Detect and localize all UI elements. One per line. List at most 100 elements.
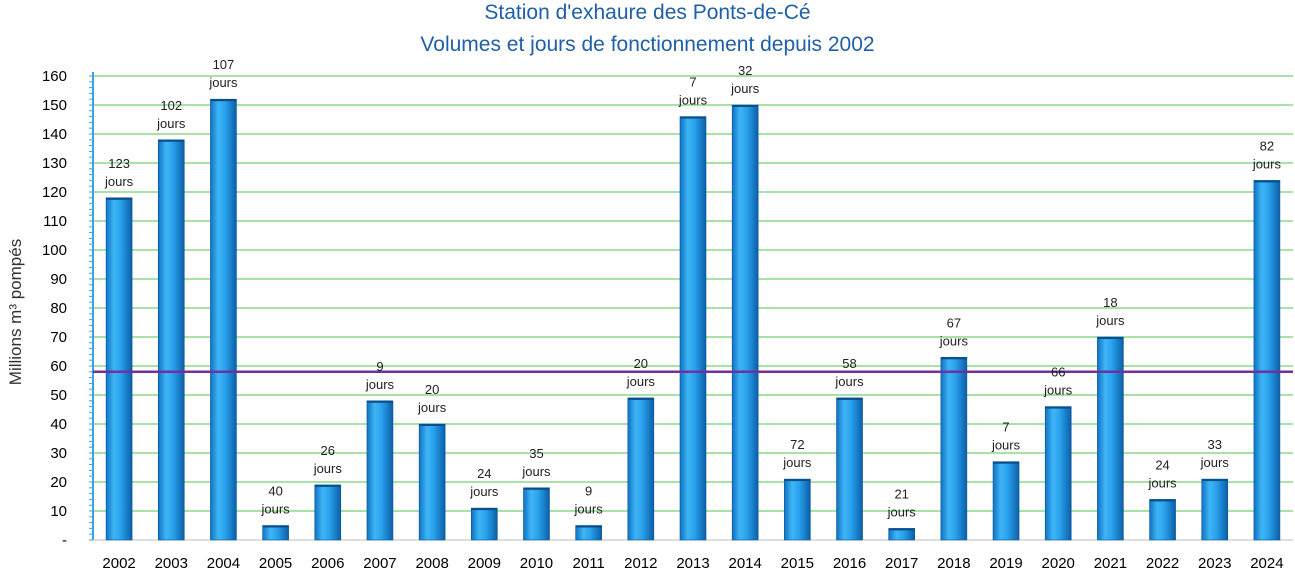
bar-top-edge: [680, 116, 706, 119]
bar-top-edge: [106, 197, 133, 200]
data-label-unit: jours: [1252, 156, 1282, 171]
x-tick-label: 2007: [363, 555, 396, 569]
x-tick-label: 2014: [728, 555, 761, 569]
x-tick-label: 2008: [415, 555, 448, 569]
data-label-unit: jours: [730, 81, 760, 96]
bar: [105, 197, 133, 541]
data-label-unit: jours: [261, 502, 291, 517]
data-label-days: 7: [689, 75, 696, 90]
x-tick-label: 2017: [885, 555, 918, 569]
bar: [940, 356, 968, 541]
data-label-days: 58: [842, 356, 856, 371]
y-tick-label: 140: [42, 126, 67, 143]
data-label-unit: jours: [834, 374, 864, 389]
bar-top-edge: [888, 528, 915, 531]
data-label-unit: jours: [1147, 475, 1177, 490]
data-label-days: 24: [1155, 457, 1169, 472]
bar-top-edge: [993, 461, 1020, 464]
data-label-unit: jours: [104, 174, 134, 189]
data-label-days: 82: [1260, 138, 1274, 153]
data-label-days: 24: [477, 466, 491, 481]
data-label-days: 20: [634, 356, 648, 371]
x-tick-label: 2003: [155, 555, 188, 569]
bar: [1097, 336, 1124, 541]
bar: [1253, 180, 1281, 541]
x-tick-label: 2005: [259, 555, 292, 569]
bar-top-edge: [836, 397, 863, 400]
data-label-days: 9: [585, 484, 592, 499]
data-label-unit: jours: [1043, 383, 1073, 398]
data-label-unit: jours: [156, 116, 186, 131]
data-labels: 2002 123 jours 2003 102 jours 2004 107 jours 2005…: [102, 57, 1283, 569]
bar: [731, 104, 759, 541]
y-tick-label: 100: [42, 242, 67, 259]
data-label-unit: jours: [939, 333, 969, 348]
x-tick-label: 2024: [1250, 555, 1283, 569]
data-label-days: 21: [894, 486, 908, 501]
x-tick-label: 2011: [573, 555, 605, 569]
data-label-unit: jours: [313, 461, 343, 476]
data-label-unit: jours: [208, 75, 238, 90]
data-label-unit: jours: [521, 464, 551, 479]
data-label-days: 72: [790, 437, 804, 452]
data-label-days: 26: [321, 443, 335, 458]
x-tick-label: 2013: [676, 555, 709, 569]
x-tick-label: 2006: [311, 555, 344, 569]
chart-title: Station d'exhaure des Ponts-de-Cé: [484, 1, 811, 24]
bar: [1201, 478, 1229, 541]
x-tick-label: 2020: [1042, 555, 1075, 569]
y-tick-label: 80: [50, 300, 67, 317]
bar-top-edge: [784, 479, 811, 482]
y-tick-label: 110: [43, 213, 67, 230]
data-label-days: 18: [1103, 295, 1117, 310]
data-label-unit: jours: [991, 438, 1021, 453]
y-tick-label: 40: [50, 416, 67, 433]
data-label-unit: jours: [782, 455, 812, 470]
data-label-days: 107: [213, 57, 235, 72]
y-tick-label: 160: [42, 68, 67, 85]
data-label-days: 33: [1208, 437, 1222, 452]
bar: [366, 400, 394, 541]
data-label-unit: jours: [626, 374, 656, 389]
data-label-unit: jours: [574, 502, 604, 517]
bar-top-edge: [314, 484, 341, 487]
bar-top-edge: [732, 105, 759, 107]
bar: [1044, 406, 1072, 541]
data-label-unit: jours: [1095, 313, 1125, 328]
bar: [262, 525, 289, 541]
x-tick-label: 2004: [207, 555, 240, 569]
y-tick-label: 10: [50, 503, 67, 520]
data-label-days: 67: [947, 315, 961, 330]
bar-top-edge: [1097, 337, 1124, 339]
bar: [523, 487, 550, 541]
data-label-days: 7: [1002, 420, 1009, 435]
x-tick-label: 2016: [833, 555, 866, 569]
bar: [314, 484, 342, 541]
data-label-days: 102: [160, 98, 182, 113]
bar: [836, 397, 863, 541]
bar-top-edge: [1045, 406, 1072, 409]
bar: [627, 397, 655, 541]
y-tick-label: 150: [42, 97, 67, 114]
bar: [575, 525, 602, 541]
bar-top-edge: [523, 487, 550, 490]
x-tick-label: 2019: [989, 555, 1022, 569]
data-label-unit: jours: [365, 377, 395, 392]
x-tick-label: 2021: [1094, 555, 1127, 569]
x-tick-label: 2010: [520, 555, 553, 569]
y-tick-label: 130: [42, 155, 67, 172]
chart-subtitle: Volumes et jours de fonctionnement depui…: [420, 33, 875, 56]
data-label-days: 9: [376, 359, 383, 374]
data-label-unit: jours: [887, 504, 917, 519]
data-label-days: 20: [425, 382, 439, 397]
y-tick-label: 90: [50, 271, 67, 288]
bar: [679, 116, 707, 541]
data-label-days: 66: [1051, 365, 1065, 380]
x-tick-label: 2012: [624, 555, 657, 569]
y-tick-label: 60: [50, 358, 67, 375]
y-tick-label: 70: [50, 329, 67, 346]
data-label-days: 35: [529, 446, 543, 461]
bar-top-edge: [210, 99, 237, 102]
data-label-days: 123: [108, 156, 130, 171]
